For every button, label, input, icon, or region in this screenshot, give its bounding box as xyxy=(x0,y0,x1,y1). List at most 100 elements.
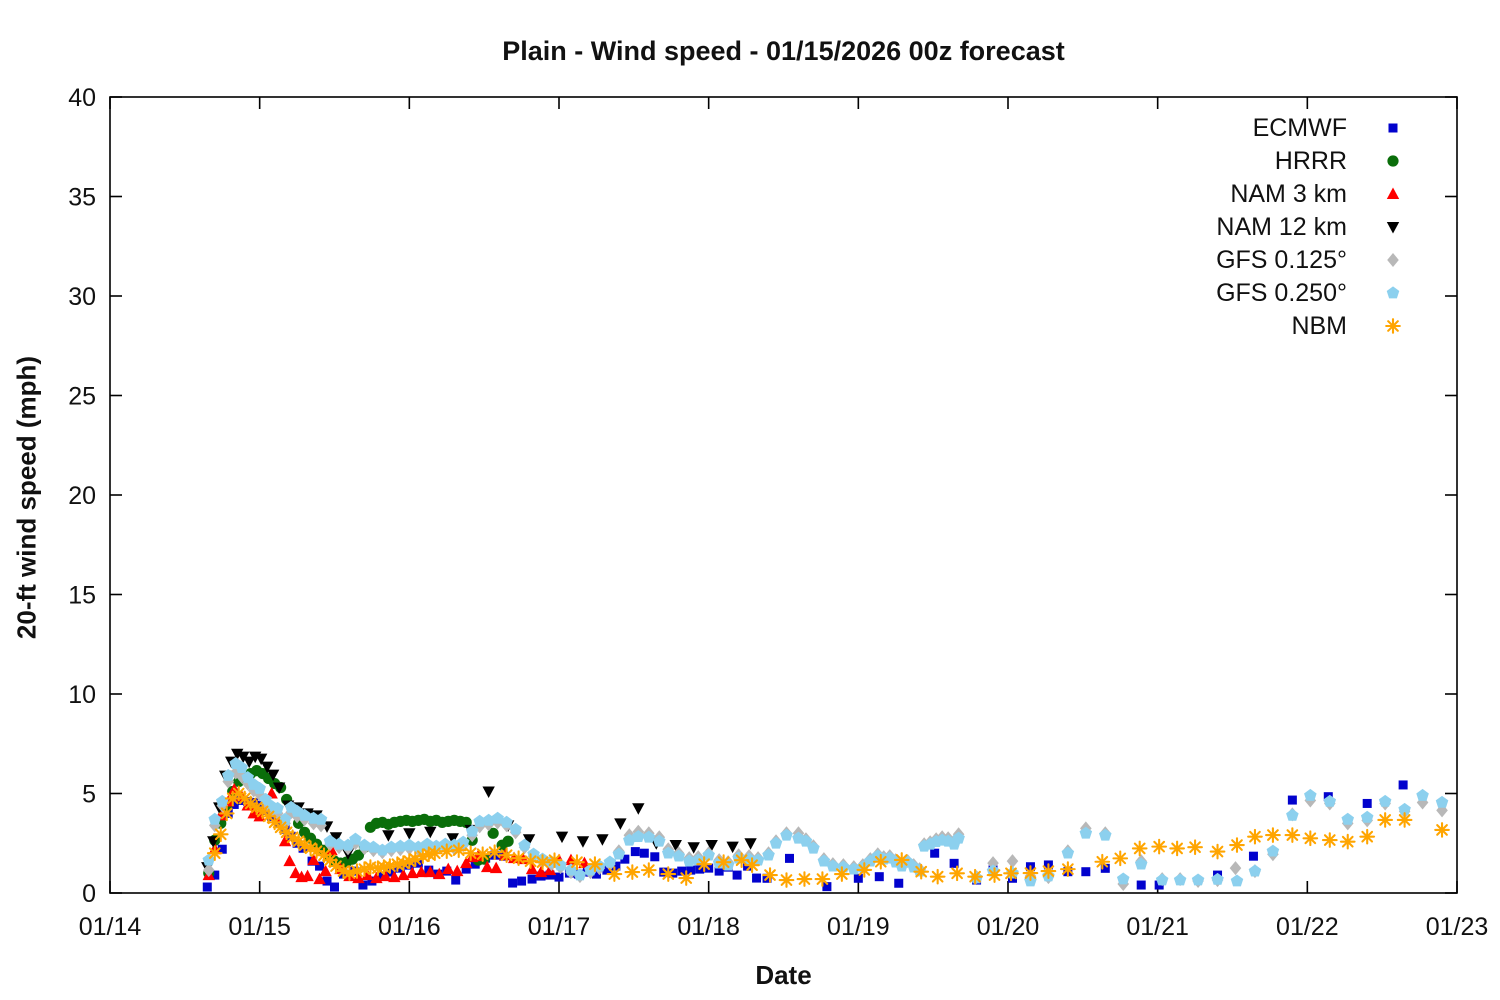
data-point-pentagon xyxy=(702,848,715,861)
data-point-triangle-down xyxy=(254,753,268,766)
data-point-triangle-up xyxy=(406,866,419,879)
data-point-triangle-down xyxy=(669,840,682,852)
data-point-square xyxy=(229,799,239,809)
x-tick-label: 01/17 xyxy=(528,913,591,941)
data-point-square xyxy=(1287,795,1297,805)
data-point-triangle-up xyxy=(543,863,557,876)
data-point-square xyxy=(451,875,461,885)
y-tick-label: 0 xyxy=(82,880,96,908)
data-point-square xyxy=(822,882,832,892)
data-point-asterisk xyxy=(262,810,275,823)
data-point-pentagon xyxy=(518,838,531,851)
data-point-pentagon xyxy=(385,840,398,853)
data-point-triangle-up xyxy=(489,861,503,874)
data-point-diamond xyxy=(202,863,215,878)
x-tick-label: 01/19 xyxy=(827,913,890,941)
data-point-square xyxy=(602,865,612,875)
data-point-square xyxy=(853,873,863,883)
data-point-asterisk xyxy=(1171,842,1183,855)
data-point-pentagon xyxy=(1134,857,1148,870)
data-point-square xyxy=(217,844,227,854)
data-point-asterisk xyxy=(1189,841,1201,854)
data-point-pentagon xyxy=(1435,795,1449,808)
data-point-triangle-up xyxy=(397,868,410,881)
data-point-pentagon xyxy=(554,858,567,871)
data-point-pentagon xyxy=(421,837,434,850)
data-point-triangle-down xyxy=(231,748,244,761)
data-point-pentagon xyxy=(208,812,222,825)
data-point-asterisk xyxy=(500,849,513,862)
data-point-pentagon xyxy=(817,854,831,867)
data-point-asterisk xyxy=(874,855,887,868)
data-point-pentagon xyxy=(661,846,675,859)
data-point-asterisk xyxy=(836,868,848,880)
data-point-asterisk xyxy=(1133,842,1146,855)
x-tick-label: 01/22 xyxy=(1276,913,1339,941)
data-point-diamond xyxy=(1229,861,1242,876)
data-point-triangle-down xyxy=(632,803,645,815)
data-point-triangle-down xyxy=(726,841,739,854)
data-point-square xyxy=(1081,867,1091,877)
data-point-pentagon xyxy=(564,863,578,876)
data-point-pentagon xyxy=(780,828,793,841)
legend-label: ECMWF xyxy=(1253,114,1347,142)
data-point-pentagon xyxy=(1360,810,1374,823)
data-point-square xyxy=(554,872,564,882)
y-axis-label: 20-ft wind speed (mph) xyxy=(11,355,42,640)
data-point-asterisk xyxy=(232,787,245,800)
data-point-triangle-down xyxy=(446,833,459,845)
data-point-square xyxy=(784,853,794,863)
data-point-asterisk xyxy=(464,847,477,860)
data-point-asterisk xyxy=(280,826,293,839)
data-point-pentagon xyxy=(1155,873,1169,886)
data-point-asterisk xyxy=(397,857,410,870)
data-point-asterisk xyxy=(680,872,693,884)
data-point-asterisk xyxy=(1231,839,1243,851)
data-point-pentagon xyxy=(642,830,656,843)
data-point-circle xyxy=(1387,155,1399,167)
data-point-square xyxy=(1136,880,1146,890)
y-tick-label: 15 xyxy=(68,582,96,610)
data-point-triangle-up xyxy=(433,867,446,880)
data-point-pentagon xyxy=(1286,808,1299,821)
data-point-asterisk xyxy=(798,873,811,885)
data-point-pentagon xyxy=(682,854,696,867)
data-point-square xyxy=(1388,123,1398,133)
x-axis-label: Date xyxy=(755,960,812,990)
data-point-asterisk xyxy=(816,873,829,885)
data-point-triangle-up xyxy=(442,862,455,875)
y-tick-label: 35 xyxy=(68,184,96,212)
data-point-asterisk xyxy=(1024,867,1037,879)
data-point-triangle-up xyxy=(451,864,464,877)
data-point-pentagon xyxy=(1211,872,1224,885)
data-point-asterisk xyxy=(951,867,963,880)
data-point-asterisk xyxy=(1096,855,1109,868)
data-point-pentagon xyxy=(1386,286,1400,299)
data-point-triangle-up xyxy=(313,872,326,885)
data-point-pentagon xyxy=(652,834,666,847)
data-point-asterisk xyxy=(1398,814,1411,826)
data-point-asterisk xyxy=(1304,832,1317,845)
data-point-triangle-up xyxy=(460,856,473,869)
data-point-pentagon xyxy=(769,836,783,849)
data-point-pentagon xyxy=(394,839,407,852)
data-point-triangle-down xyxy=(522,834,536,846)
data-point-pentagon xyxy=(1378,794,1392,807)
data-point-pentagon xyxy=(221,768,235,781)
data-point-pentagon xyxy=(807,841,820,854)
data-point-triangle-up xyxy=(1386,187,1400,199)
data-point-asterisk xyxy=(1436,824,1448,836)
data-point-asterisk xyxy=(780,874,793,886)
data-point-asterisk xyxy=(358,863,371,875)
data-point-asterisk xyxy=(1211,845,1224,858)
data-point-asterisk xyxy=(403,855,416,868)
data-point-square xyxy=(1248,851,1258,861)
legend-label: GFS 0.125° xyxy=(1216,246,1347,274)
data-point-pentagon xyxy=(271,801,284,814)
data-point-circle xyxy=(352,849,365,861)
data-point-triangle-up xyxy=(283,854,296,867)
data-point-pentagon xyxy=(241,770,254,783)
data-point-asterisk xyxy=(1114,852,1127,865)
legend-label: NAM 3 km xyxy=(1230,180,1347,208)
data-point-asterisk xyxy=(969,870,981,883)
